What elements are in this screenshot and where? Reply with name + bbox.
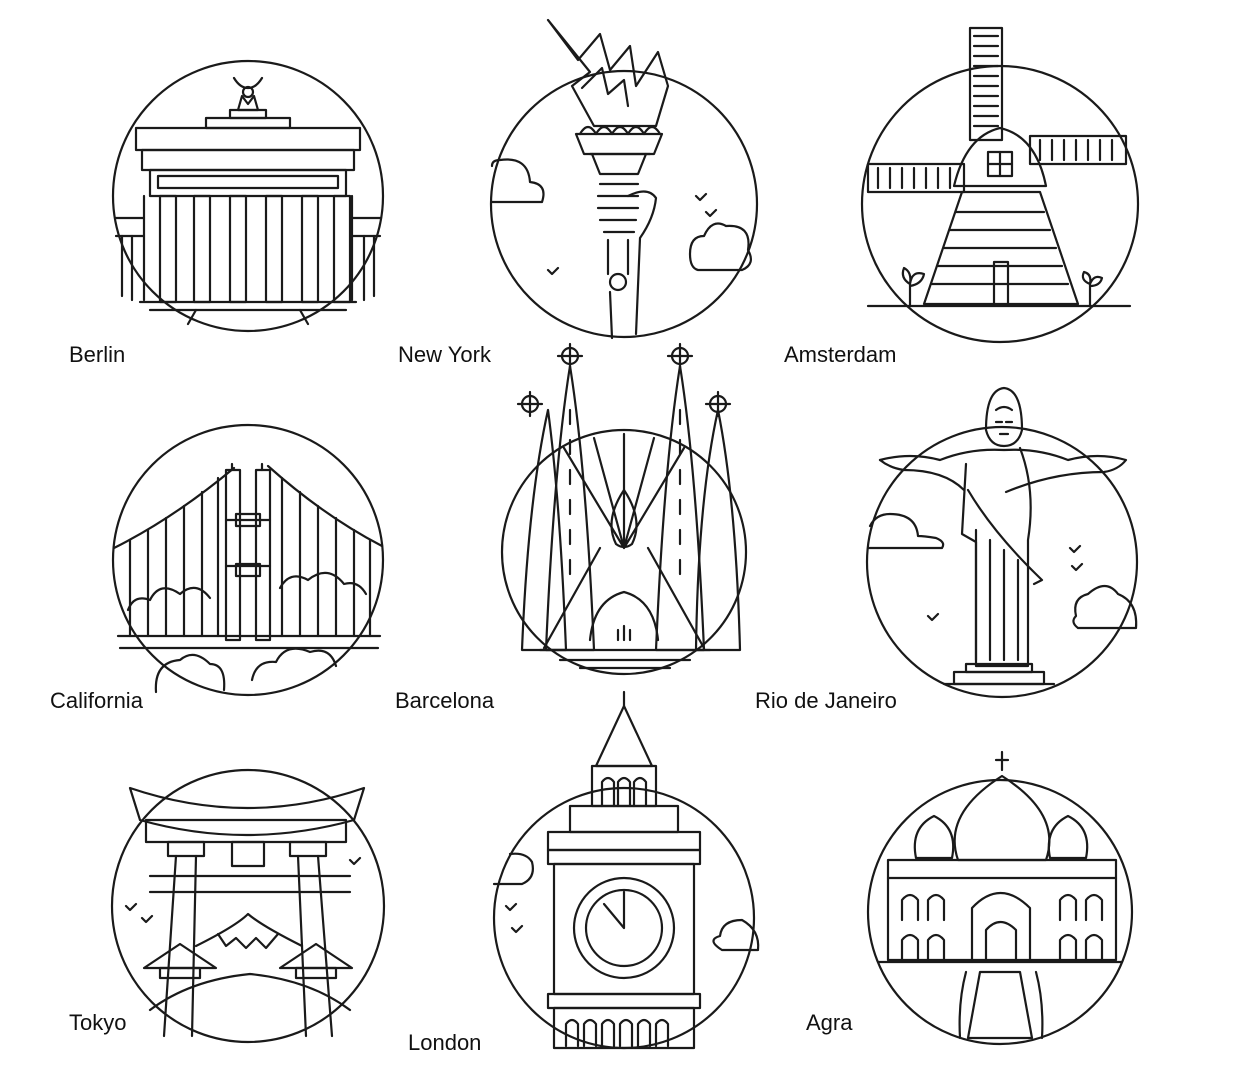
statue-of-liberty-torch-icon	[489, 18, 759, 340]
city-label-agra: Agra	[806, 1010, 853, 1035]
big-ben-icon	[492, 690, 760, 1050]
city-label-berlin: Berlin	[69, 342, 126, 367]
city-label-new-york: New York	[398, 342, 491, 367]
city-label-tokyo: Tokyo	[69, 1010, 127, 1035]
city-label-london: London	[408, 1030, 482, 1055]
city-label-rio-de-janeiro: Rio de Janeiro	[755, 688, 897, 713]
brandenburg-gate-icon	[111, 59, 385, 333]
torii-gate-fuji-icon	[110, 768, 386, 1044]
city-label-amsterdam: Amsterdam	[784, 342, 897, 367]
sagrada-familia-icon	[500, 342, 748, 676]
christ-the-redeemer-icon	[865, 386, 1139, 699]
golden-gate-bridge-icon	[111, 423, 385, 697]
city-label-california: California	[50, 688, 143, 713]
city-label-barcelona: Barcelona	[395, 688, 495, 713]
taj-mahal-icon	[866, 750, 1134, 1046]
windmill-icon	[860, 26, 1140, 344]
